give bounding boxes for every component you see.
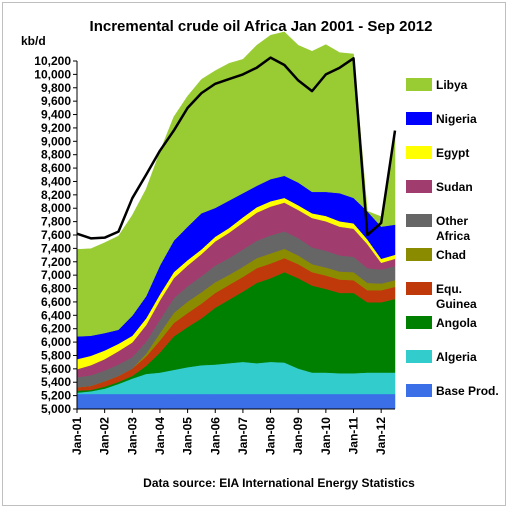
y-tick-label: 9,200 — [41, 121, 71, 135]
x-tick-label: Jan-08 — [264, 417, 278, 455]
incremental-crude-oil-chart: Incremental crude oil Africa Jan 2001 - … — [21, 18, 499, 490]
legend-label: Base Prod. — [436, 384, 499, 398]
chart-title: Incremental crude oil Africa Jan 2001 - … — [90, 18, 433, 35]
legend-label: Equ. Guinea — [436, 282, 477, 311]
y-tick-label: 7,600 — [41, 228, 71, 242]
y-tick-label: 5,000 — [41, 402, 71, 416]
legend-label: Angola — [436, 316, 477, 330]
legend-label: Algeria — [436, 350, 477, 364]
legend-swatch — [406, 112, 432, 125]
y-tick-label: 9,600 — [41, 94, 71, 108]
y-tick-label: 5,800 — [41, 348, 71, 362]
y-tick-label: 6,800 — [41, 282, 71, 296]
area-base-prod — [76, 393, 396, 410]
y-tick-label: 8,000 — [41, 201, 71, 215]
legend-swatch — [406, 384, 432, 397]
y-tick-label: 8,800 — [41, 148, 71, 162]
total-production-line — [76, 56, 397, 240]
legend-swatch — [406, 214, 432, 227]
x-tick-label: Jan-12 — [374, 417, 388, 455]
legend-label: Libya — [436, 78, 468, 92]
y-tick-label: 7,400 — [41, 241, 71, 255]
y-axis-unit-label: kb/d — [21, 34, 46, 48]
y-tick-label: 7,200 — [41, 255, 71, 269]
x-tick-label: Jan-03 — [125, 417, 139, 455]
y-tick-label: 6,000 — [41, 335, 71, 349]
y-tick-label: 7,000 — [41, 268, 71, 282]
y-tick-label: 9,800 — [41, 81, 71, 95]
x-tick-label: Jan-04 — [153, 417, 167, 455]
chart-frame: Incremental crude oil Africa Jan 2001 - … — [2, 2, 506, 506]
legend-swatch — [406, 316, 432, 329]
legend-label: Chad — [436, 248, 466, 262]
legend-swatch — [406, 78, 432, 91]
y-tick-label: 5,200 — [41, 389, 71, 403]
legend-label: Egypt — [436, 146, 469, 160]
y-tick-label: 6,200 — [41, 322, 71, 336]
area-libya — [76, 31, 396, 337]
x-tick-label: Jan-06 — [208, 417, 222, 455]
legend-swatch — [406, 282, 432, 295]
legend-label: Sudan — [436, 180, 473, 194]
axes: 5,0005,2005,4005,6005,8006,0006,2006,400… — [34, 54, 395, 455]
x-tick-label: Jan-01 — [70, 417, 84, 455]
x-tick-label: Jan-10 — [319, 417, 333, 455]
y-tick-label: 6,400 — [41, 308, 71, 322]
x-tick-label: Jan-11 — [347, 417, 361, 455]
y-tick-label: 9,400 — [41, 108, 71, 122]
legend-label: Other Africa — [436, 214, 470, 243]
y-tick-label: 5,600 — [41, 362, 71, 376]
y-tick-label: 10,200 — [34, 54, 71, 68]
data-source-label: Data source: EIA International Energy St… — [143, 476, 415, 490]
legend-swatch — [406, 248, 432, 261]
y-tick-label: 8,200 — [41, 188, 71, 202]
x-tick-label: Jan-05 — [181, 417, 195, 455]
y-tick-label: 5,400 — [41, 375, 71, 389]
x-tick-label: Jan-09 — [291, 417, 305, 455]
x-tick-label: Jan-07 — [236, 417, 250, 455]
y-tick-label: 6,600 — [41, 295, 71, 309]
y-tick-label: 8,400 — [41, 174, 71, 188]
y-tick-label: 7,800 — [41, 215, 71, 229]
legend-swatch — [406, 350, 432, 363]
plot-area — [76, 31, 397, 410]
legend: Libya Nigeria Egypt Sudan Other Africa Chad Equ… — [406, 78, 499, 398]
legend-swatch — [406, 146, 432, 159]
y-tick-label: 10,000 — [34, 67, 71, 81]
y-tick-label: 8,600 — [41, 161, 71, 175]
legend-swatch — [406, 180, 432, 193]
y-tick-label: 9,000 — [41, 134, 71, 148]
legend-label: Nigeria — [436, 112, 477, 126]
x-tick-label: Jan-02 — [98, 417, 112, 455]
